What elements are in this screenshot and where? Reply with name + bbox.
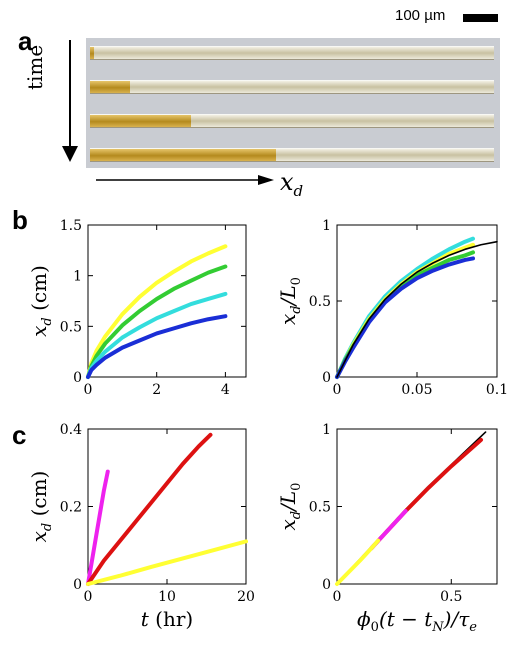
y-axis-label: xd (cm) (27, 265, 55, 337)
panel-label-b: b (12, 205, 28, 235)
series-line-4 (335, 538, 381, 586)
series-line-3 (86, 539, 248, 586)
capillary-tube (90, 46, 494, 60)
xd-axis-label: xd (280, 168, 304, 200)
capillary-fill (90, 115, 191, 127)
x-tick-label: 20 (237, 589, 255, 605)
x-tick-label: 0.1 (486, 382, 508, 398)
y-tick-label: 1 (322, 218, 331, 234)
x-tick-label: 0.5 (440, 589, 462, 605)
capillary-tube (90, 148, 494, 162)
series-line-4 (86, 314, 228, 379)
series-line-2 (86, 432, 213, 586)
y-tick-label: 0.5 (309, 294, 331, 310)
y-tick-label: 0 (73, 370, 82, 386)
chart-c-left: 0 10 20 0 0.2 0.4 xd (cm) t (hr) (27, 422, 255, 631)
y-tick-label: 0 (322, 370, 331, 386)
x-tick-label: 0 (84, 589, 93, 605)
x-tick-label: 2 (152, 382, 161, 398)
x-tick-label: 10 (158, 589, 176, 605)
x-tick-label: 0 (84, 382, 93, 398)
x-axis-label: t (hr) (141, 607, 193, 631)
y-tick-label: 0.4 (60, 422, 82, 438)
y-tick-label: 0.5 (309, 500, 331, 516)
x-tick-label: 0.05 (401, 382, 432, 398)
plot-frame (87, 224, 247, 378)
capillary-fill (90, 47, 95, 59)
capillary-tube (90, 80, 494, 94)
capillary-micrograph (86, 38, 500, 168)
time-arrow (62, 40, 78, 162)
y-tick-label: 0 (73, 577, 82, 593)
series-line-2 (86, 264, 228, 379)
panel-label-c: c (12, 420, 27, 450)
y-tick-label: 0.5 (60, 319, 82, 335)
y-axis-label: xd (cm) (27, 471, 55, 543)
y-tick-label: 0 (322, 577, 331, 593)
chart-b-right: 0 0.05 0.1 0 0.5 1 xd/L0 (276, 218, 508, 398)
y-tick-label: 1 (322, 422, 331, 438)
series-line-5 (336, 240, 498, 378)
chart-b-left: 0 2 4 0 0.5 1 1.5 xd (cm) (27, 218, 247, 398)
y-tick-label: 1.5 (60, 218, 82, 234)
time-axis-label: time (23, 44, 47, 90)
y-axis-label: xd/L0 (276, 277, 304, 325)
series-line-3 (335, 250, 475, 379)
series-line-1 (86, 469, 110, 586)
capillary-fill (90, 81, 131, 93)
x-tick-label: 0 (333, 382, 342, 398)
scale-bar (463, 14, 498, 22)
panel-label-a: a (18, 26, 33, 56)
capillary-fill (90, 149, 276, 161)
y-axis-label: xd/L0 (276, 483, 304, 531)
capillary-tube (90, 114, 494, 128)
series-line-3 (86, 291, 228, 379)
series-line-4 (335, 256, 475, 379)
x-tick-label: 0 (333, 589, 342, 605)
chart-c-right: 0 0.5 0 0.5 1 xd/L0 ϕ0(t − tN)/τe (276, 422, 498, 635)
x-axis-label: ϕ0(t − tN)/τe (357, 607, 477, 635)
y-tick-label: 0.2 (60, 500, 82, 516)
scale-bar-label: 100 µm (395, 7, 446, 24)
x-tick-label: 4 (221, 382, 230, 398)
y-tick-label: 1 (73, 269, 82, 285)
xd-arrow (96, 175, 274, 185)
